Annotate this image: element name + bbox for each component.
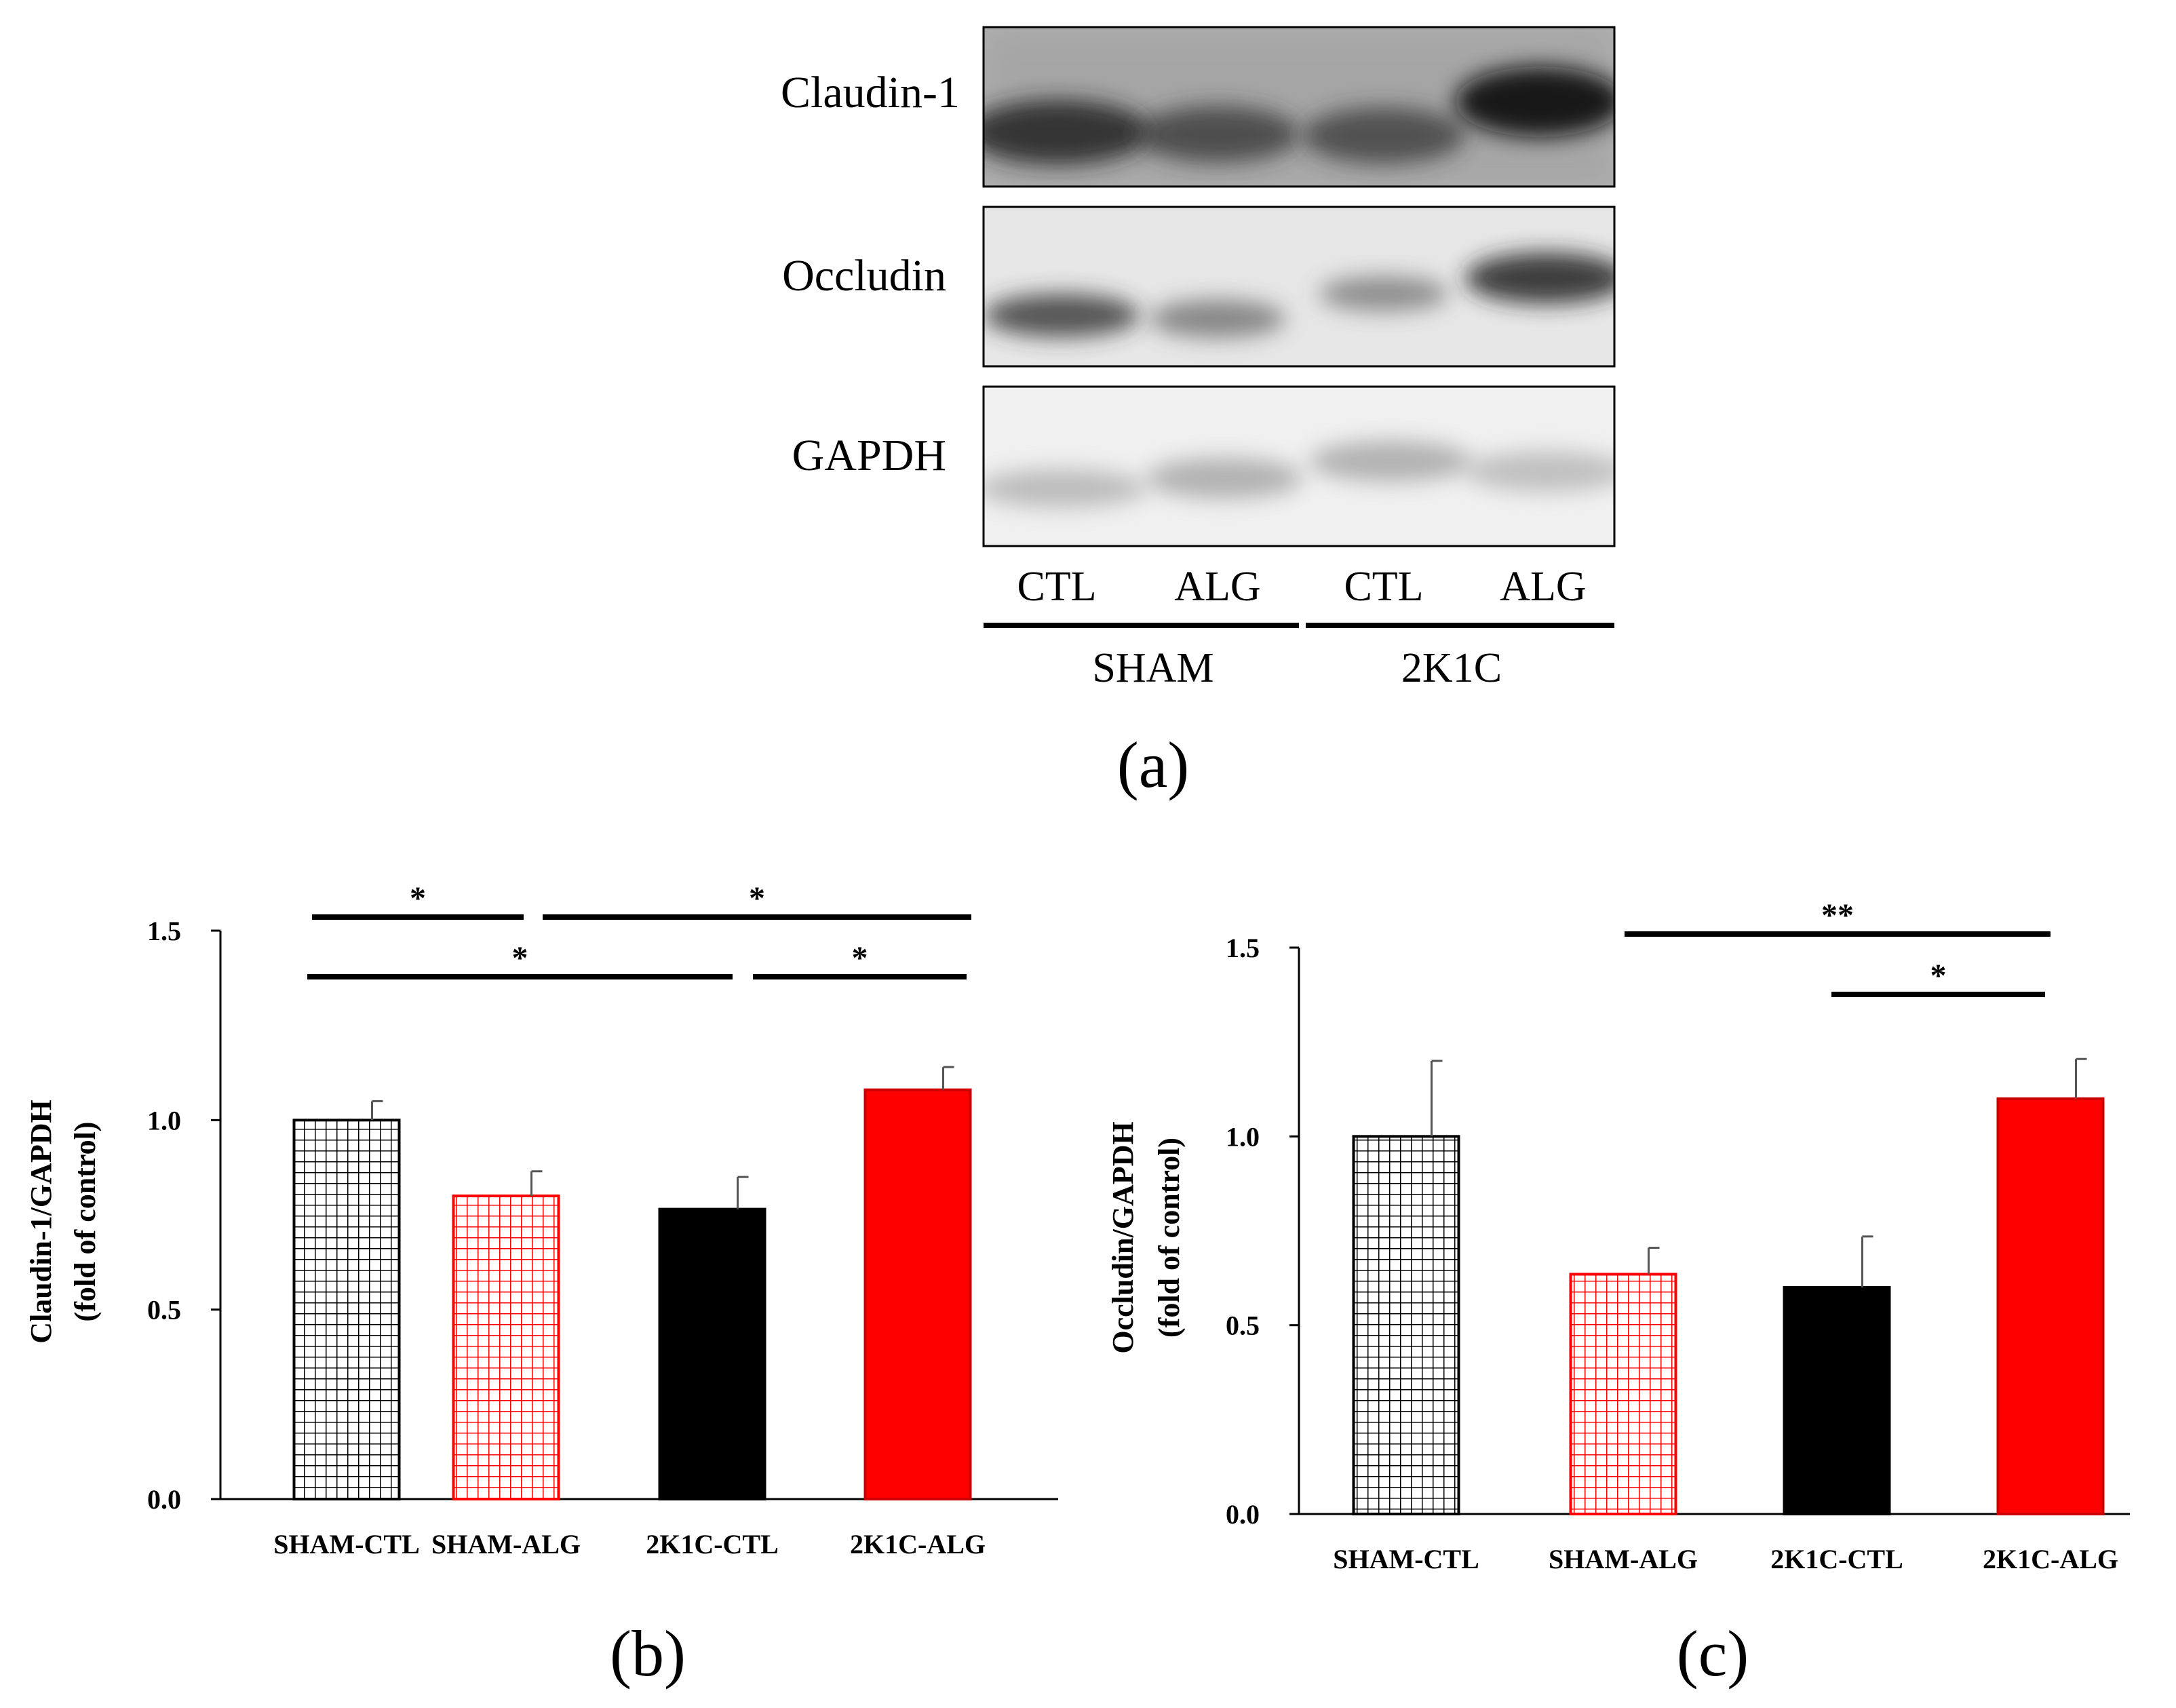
- x-category-label: SHAM-CTL: [1333, 1544, 1479, 1574]
- protein-label-claudin: Claudin-1: [781, 68, 960, 117]
- protein-label-gapdh: GAPDH: [792, 431, 946, 480]
- y-axis-subtitle: (fold of control): [69, 1122, 102, 1322]
- panel-label-a: (a): [1117, 729, 1190, 801]
- group-label-sham: SHAM: [1092, 645, 1213, 691]
- bar-claudin-sham-ctl: [292, 1119, 401, 1501]
- band-gapdh-lane3: [1309, 441, 1472, 482]
- significance-marker: *: [1930, 958, 1947, 994]
- y-tick-label: 1.0: [147, 1105, 181, 1136]
- significance-marker: *: [410, 880, 426, 916]
- band-occludin-lane1: [984, 294, 1140, 337]
- significance-marker: **: [1821, 897, 1854, 933]
- band-occludin-lane4: [1465, 252, 1614, 304]
- band-claudin-lane1: [984, 100, 1150, 165]
- y-tick-label: 1.0: [1226, 1121, 1260, 1152]
- blot-strip-gapdh: [982, 385, 1616, 547]
- x-category-label: SHAM-ALG: [431, 1529, 581, 1559]
- band-claudin-lane3: [1302, 107, 1465, 164]
- blot-strip-claudin: [982, 26, 1616, 188]
- blot-strip-occludin: [982, 206, 1616, 368]
- y-axis-subtitle: (fold of control): [1152, 1138, 1186, 1338]
- y-tick-label: 0.5: [147, 1295, 181, 1325]
- panel-label-c: (c): [1677, 1617, 1749, 1690]
- bar-occludin-2k1c-ctl: [1783, 1286, 1891, 1515]
- bar-claudin-2k1c-alg: [863, 1088, 972, 1500]
- panel-label-b: (b): [610, 1617, 686, 1690]
- x-category-label: 2K1C-ALG: [1983, 1544, 2118, 1574]
- x-category-label: 2K1C-CTL: [1770, 1544, 1903, 1574]
- lane-label-3: CTL: [1344, 564, 1423, 610]
- lane-label-2: ALG: [1174, 564, 1260, 610]
- band-occludin-lane2: [1150, 300, 1285, 338]
- bar-occludin-sham-ctl: [1352, 1135, 1460, 1516]
- protein-label-occludin: Occludin: [782, 251, 946, 300]
- chart-claudin: 0.0 0.5 1.0 1.5 Claudin-1/GAPDH (fold of cont…: [24, 880, 1058, 1559]
- y-tick-label: 1.5: [147, 916, 181, 946]
- y-tick-label: 0.0: [147, 1484, 181, 1515]
- x-category-label: 2K1C-CTL: [646, 1529, 779, 1559]
- significance-marker: *: [852, 940, 868, 976]
- blot-panel: Claudin-1 Occludin GAPDH CTL ALG CTL ALG…: [781, 26, 1616, 801]
- y-tick-label: 0.0: [1226, 1499, 1260, 1530]
- bar-occludin-sham-alg: [1569, 1273, 1677, 1516]
- x-category-label: SHAM-CTL: [273, 1529, 420, 1559]
- chart-occludin: 0.0 0.5 1.0 1.5 Occludin/GAPDH (fold of contr…: [1106, 897, 2130, 1574]
- bar-claudin-2k1c-ctl: [658, 1207, 766, 1500]
- group-label-2k1c: 2K1C: [1401, 645, 1502, 691]
- lane-label-1: CTL: [1017, 564, 1096, 610]
- y-axis-title: Occludin/GAPDH: [1106, 1121, 1140, 1353]
- band-gapdh-lane1: [984, 469, 1146, 507]
- band-gapdh-lane4: [1465, 451, 1614, 492]
- significance-marker: *: [749, 880, 765, 916]
- band-claudin-lane2: [1136, 106, 1299, 163]
- band-claudin-lane4: [1455, 66, 1614, 137]
- y-axis-title: Claudin-1/GAPDH: [24, 1100, 58, 1343]
- lane-label-4: ALG: [1500, 564, 1586, 610]
- x-category-label: 2K1C-ALG: [850, 1529, 986, 1559]
- band-occludin-lane3: [1319, 276, 1448, 311]
- band-gapdh-lane2: [1146, 458, 1302, 499]
- bar-claudin-sham-alg: [452, 1195, 560, 1500]
- y-tick-label: 1.5: [1226, 933, 1260, 963]
- x-category-label: SHAM-ALG: [1549, 1544, 1698, 1574]
- significance-marker: *: [512, 940, 528, 976]
- y-tick-label: 0.5: [1226, 1311, 1260, 1341]
- bar-occludin-2k1c-alg: [1996, 1097, 2105, 1515]
